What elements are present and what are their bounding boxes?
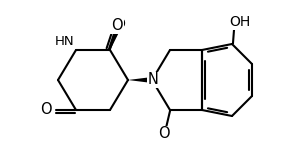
Polygon shape [128,77,148,82]
Text: OH: OH [230,15,250,29]
Text: HN: HN [54,35,74,48]
Text: O: O [111,18,123,33]
Text: N: N [147,73,158,88]
Text: O: O [40,102,52,117]
Text: O: O [158,127,170,141]
Text: O: O [115,17,126,31]
